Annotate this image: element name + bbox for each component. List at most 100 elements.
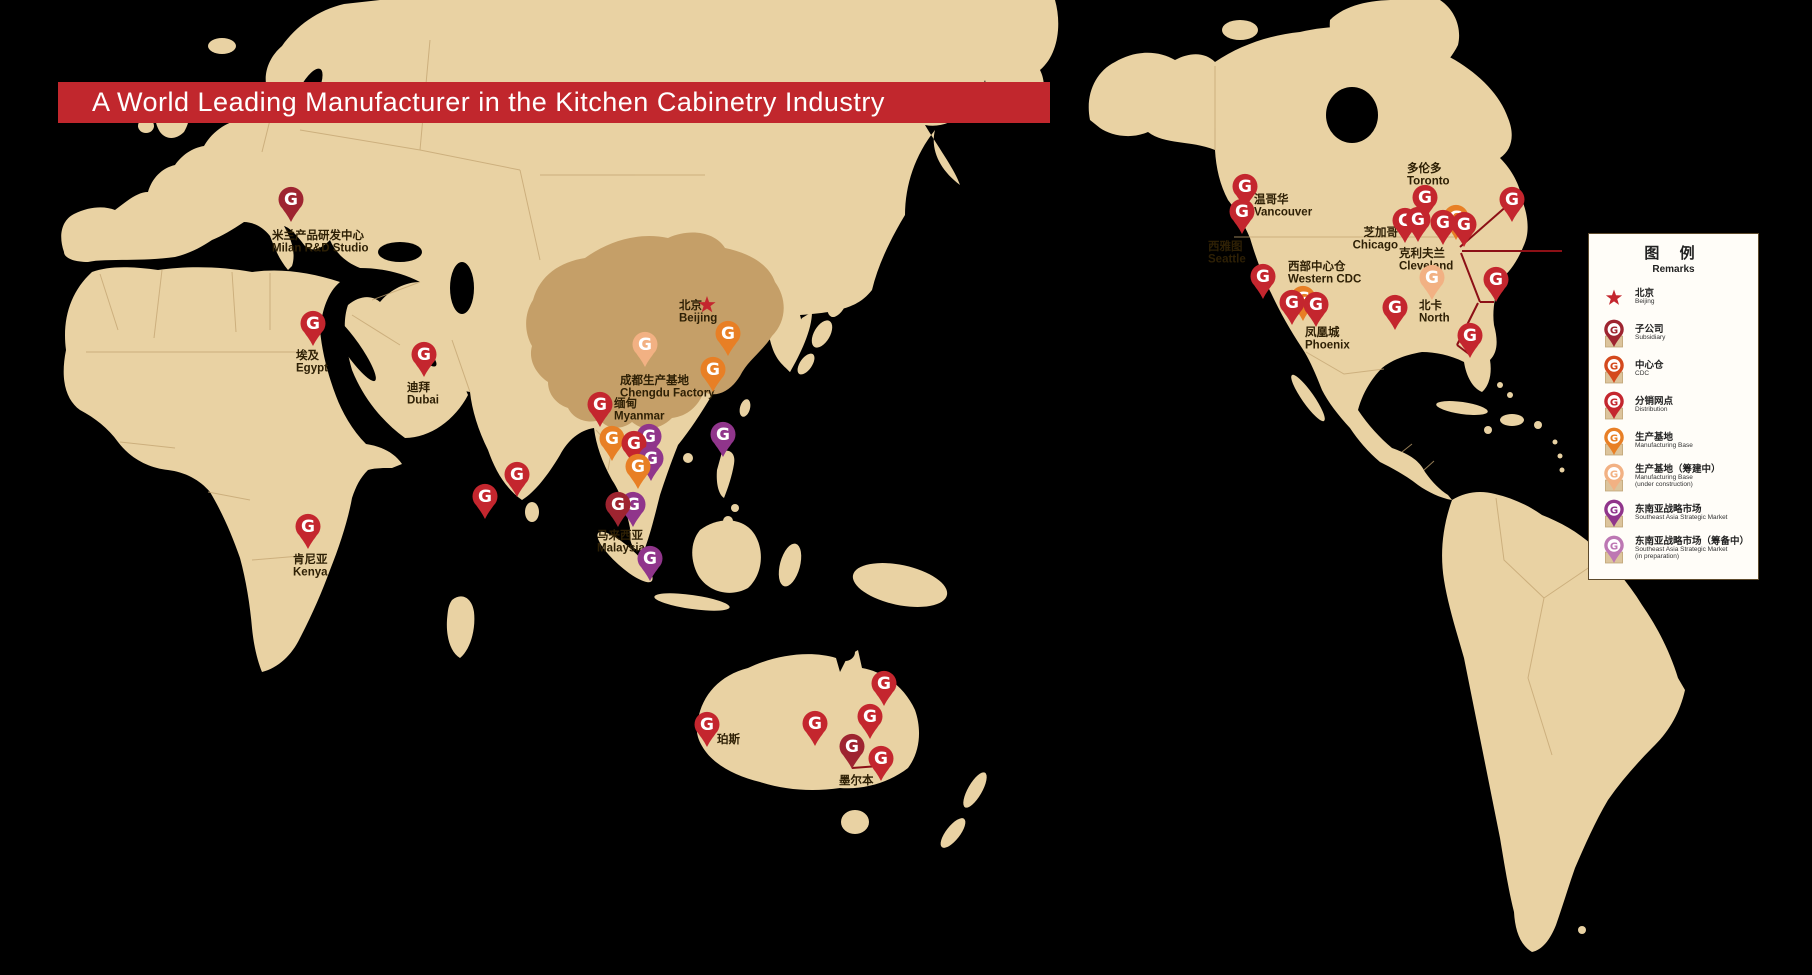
antilles-1 <box>1552 439 1558 445</box>
north-america <box>1215 26 1528 500</box>
falklands <box>1578 926 1586 934</box>
marker-north-carolina: G <box>1419 264 1445 300</box>
beijing-star-legend-icon <box>1605 289 1623 305</box>
legend-item-zh: 生产基地 <box>1635 431 1674 443</box>
g-logo-icon: G <box>700 715 714 735</box>
label-myanmar: 缅甸 Myanmar <box>614 396 665 423</box>
beijing-star-icon <box>698 296 716 313</box>
label-dubai: 迪拜 Dubai <box>407 380 439 407</box>
marker-atlantic-2: G <box>1483 266 1509 302</box>
marker-perth: G <box>694 711 720 747</box>
g-logo-icon: G <box>877 674 891 694</box>
legend-item-en: Beijing <box>1635 297 1655 305</box>
new-guinea <box>852 563 948 607</box>
legend-item-zh: 东南亚战略市场 <box>1635 503 1702 515</box>
sri-lanka <box>525 502 539 522</box>
legend-item-manufacturing-uc: G 生产基地（筹建中） Manufacturing Base (under const… <box>1597 461 1750 493</box>
marker-thailand-dist: G <box>621 430 647 466</box>
marker-seattle: G <box>1229 198 1255 234</box>
marker-thailand-mfg: G <box>599 425 625 461</box>
hudson-bay <box>1326 87 1378 143</box>
marker-phoenix-1: G <box>1279 289 1305 325</box>
g-logo-icon: G <box>417 345 431 365</box>
africa <box>63 267 403 672</box>
legend-item-beijing: 北京 Beijing <box>1597 281 1750 313</box>
label-perth: 珀斯 <box>717 732 740 746</box>
greenland <box>1329 0 1460 89</box>
marker-vancouver: G <box>1232 173 1258 209</box>
svg-text:G: G <box>1610 433 1618 444</box>
new-zealand-north <box>963 772 987 808</box>
new-zealand-south <box>940 818 966 848</box>
headline-banner: A World Leading Manufacturer in the Kitc… <box>58 82 1050 123</box>
sea-market-pin-icon: G <box>1604 499 1624 528</box>
marker-jakarta: G <box>637 545 663 581</box>
g-logo-icon: G <box>1388 298 1402 318</box>
g-logo-icon: G <box>510 465 524 485</box>
legend-item-zh: 生产基地（筹建中） <box>1635 464 1721 476</box>
label-toronto: 多伦多 Toronto <box>1407 161 1450 188</box>
marker-phoenix-2: G <box>1303 291 1329 327</box>
g-logo-icon: G <box>631 457 645 477</box>
label-chicago-2: 芝加哥 Chicago <box>1353 225 1399 252</box>
map-labels: 米兰产品研发中心 Milan R&D Studio 埃及 Egypt 迪拜 Dubai 肯尼… <box>271 161 1453 787</box>
svg-text:G: G <box>1610 361 1618 372</box>
marker-malaysia-sub: G <box>605 491 631 527</box>
g-logo-icon: G <box>478 487 492 507</box>
legend-item-zh: 东南亚战略市场（筹备中） <box>1635 536 1750 548</box>
g-logo-icon: G <box>643 549 657 569</box>
g-logo-icon: G <box>593 395 607 415</box>
g-logo-icon: G <box>1411 210 1425 230</box>
sulawesi <box>778 543 802 587</box>
gulf-of-carpentaria <box>835 643 855 661</box>
cdc-pin-icon: G <box>1604 355 1624 384</box>
subsidiary-pin-icon: G <box>1604 319 1624 348</box>
label-milan: 米兰产品研发中心 Milan R&D Studio <box>271 228 368 255</box>
g-logo-icon: G <box>1425 268 1439 288</box>
g-logo-icon: G <box>605 429 619 449</box>
marker-cleveland-1: G <box>1430 209 1456 245</box>
legend-item-en: Manufacturing Base <box>1635 474 1693 482</box>
java <box>654 593 730 611</box>
arctic-isl-2 <box>1270 47 1300 63</box>
marker-adelaide: G <box>802 710 828 746</box>
marker-australia-se: G <box>868 745 894 781</box>
svg-text:G: G <box>1610 541 1618 552</box>
japan-3 <box>797 353 815 375</box>
marker-toronto: G <box>1412 184 1438 220</box>
manufacturing-uc-pin-icon: G <box>1604 463 1624 492</box>
g-logo-icon: G <box>611 495 625 515</box>
red-sea <box>328 314 376 382</box>
legend-item-subsidiary: G 子公司 Subsidiary <box>1597 317 1750 349</box>
g-logo-icon: G <box>1489 270 1503 290</box>
legend-item-distribution: G 分销网点 Distribution <box>1597 389 1750 421</box>
legend-item-text: 生产基地（筹建中） Manufacturing Base (under constr… <box>1635 465 1721 489</box>
bahama-1 <box>1497 382 1503 388</box>
g-logo-icon: G <box>1457 215 1471 235</box>
svg-text:G: G <box>1610 397 1618 408</box>
svg-text:G: G <box>1610 469 1618 480</box>
label-egypt: 埃及 Egypt <box>296 348 328 375</box>
legend-item-text: 分销网点 Distribution <box>1635 396 1673 414</box>
g-logo-icon: G <box>638 335 652 355</box>
legend-title-en: Remarks <box>1652 264 1695 275</box>
legend-item-manufacturing: G 生产基地 Manufacturing Base <box>1597 425 1750 457</box>
marker-myanmar: G <box>587 391 613 427</box>
marker-maldives: G <box>472 483 498 519</box>
marker-philippines: G <box>710 421 736 457</box>
legend-item-en: Subsidiary <box>1635 333 1666 341</box>
g-logo-icon: G <box>716 425 730 445</box>
korea <box>770 312 812 372</box>
legend-item-cdc: G 中心仓 CDC <box>1597 353 1750 385</box>
legend-item-text: 中心仓 CDC <box>1635 360 1664 378</box>
g-logo-icon: G <box>845 737 859 757</box>
legend-item-text: 子公司 Subsidiary <box>1635 324 1666 342</box>
marker-chengdu: G <box>632 331 658 367</box>
philippine-isl-1 <box>731 504 739 512</box>
marker-shanghai: G <box>715 320 741 356</box>
g-logo-icon: G <box>1505 190 1519 210</box>
svg-text:G: G <box>1610 505 1618 516</box>
leader-line-1 <box>1459 203 1510 248</box>
